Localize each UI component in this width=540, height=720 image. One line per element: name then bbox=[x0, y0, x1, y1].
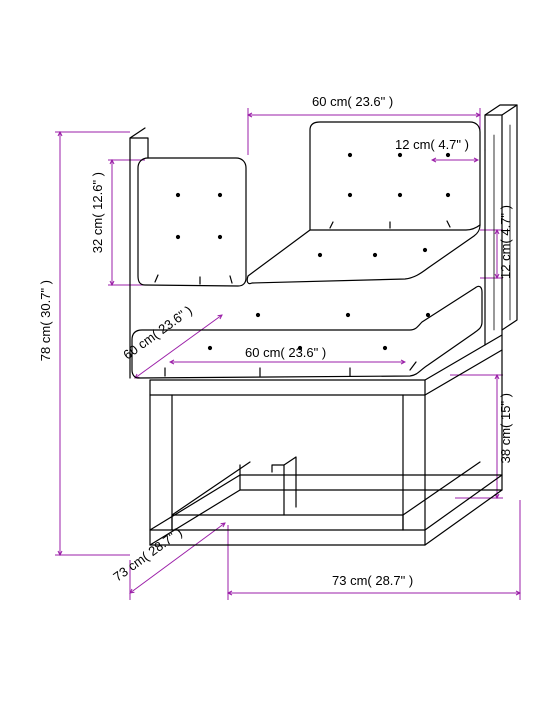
dim-side-thick: 12 cm( 4.7" ) bbox=[498, 205, 513, 279]
dim-back-cushion-h: 32 cm( 12.6" ) bbox=[90, 172, 105, 253]
dim-back-thick: 12 cm( 4.7" ) bbox=[395, 137, 469, 152]
dim-seat-front: 60 cm( 23.6" ) bbox=[245, 345, 326, 360]
dim-height-total: 78 cm( 30.7" ) bbox=[38, 280, 53, 361]
dim-top-width: 60 cm( 23.6" ) bbox=[312, 94, 393, 109]
dim-footprint-right: 73 cm( 28.7" ) bbox=[332, 573, 413, 588]
dim-leg-height: 38 cm( 15" ) bbox=[498, 393, 513, 463]
furniture-outline bbox=[130, 105, 517, 545]
furniture-diagram bbox=[0, 0, 540, 720]
